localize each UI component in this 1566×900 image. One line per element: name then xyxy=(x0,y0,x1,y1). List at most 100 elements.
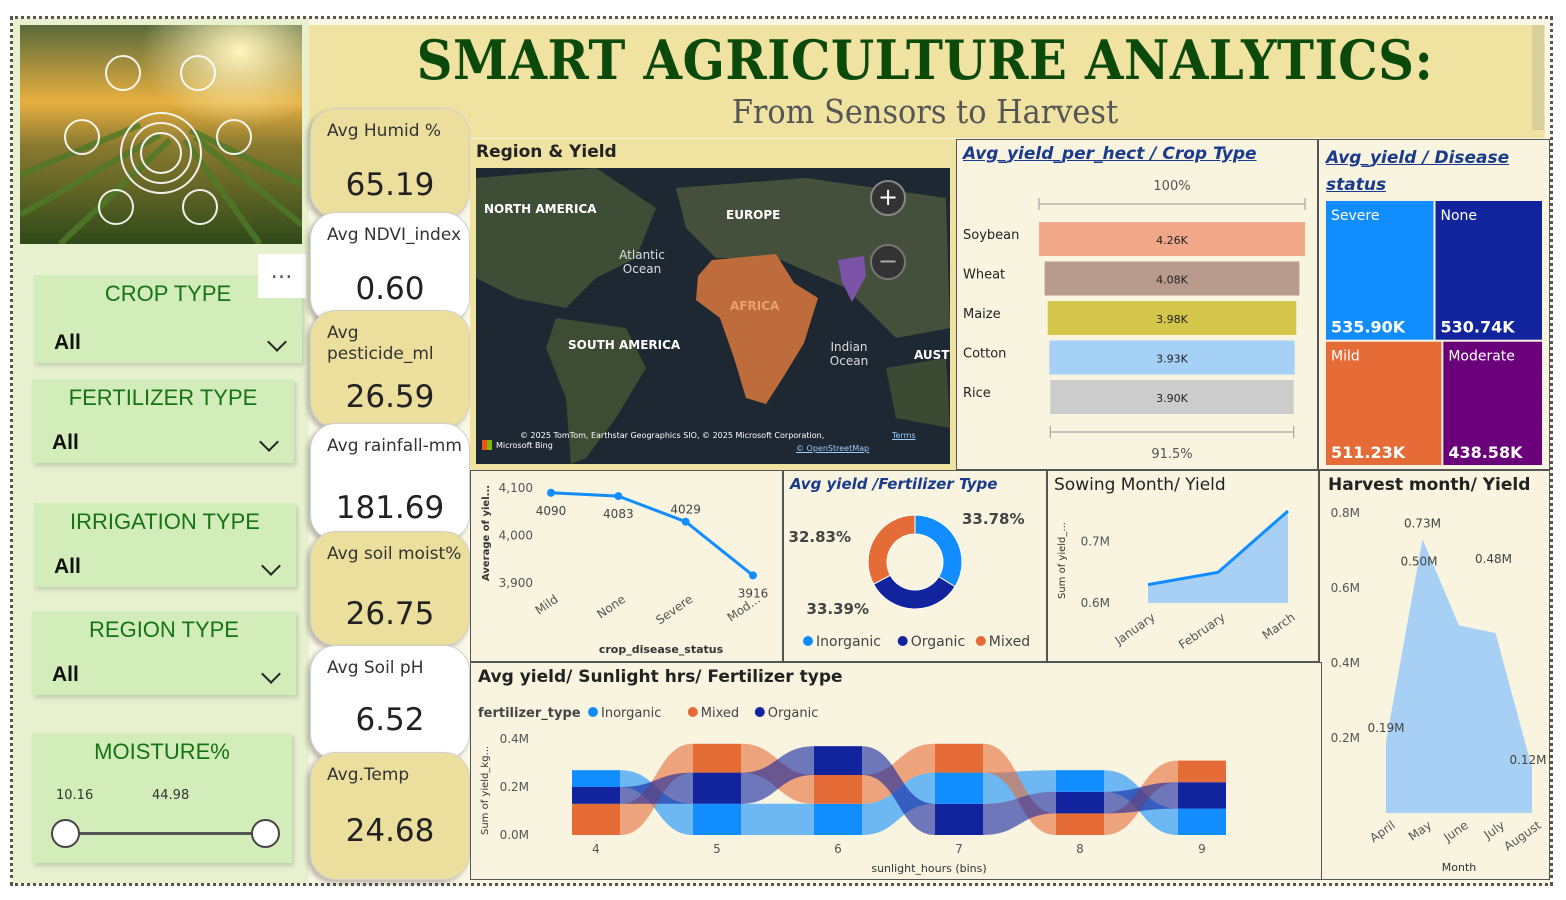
range-handle-min[interactable] xyxy=(51,819,80,848)
ribbon-segment xyxy=(814,803,862,835)
slice-label: 33.78% xyxy=(962,510,1024,528)
range-min-value[interactable]: 10.16 xyxy=(56,788,94,803)
chevron-down-icon[interactable] xyxy=(261,556,281,576)
data-label: 4029 xyxy=(670,503,701,517)
y-tick-label: 0.2M xyxy=(500,780,529,794)
slicer-crop-type[interactable]: CROP TYPE All xyxy=(34,275,302,363)
data-point xyxy=(547,488,555,497)
map-label: Atlantic Ocean xyxy=(619,248,665,276)
x-tick-label: 7 xyxy=(955,842,963,856)
ribbon-band xyxy=(983,791,1056,835)
x-tick-label: July xyxy=(1481,818,1508,842)
india-region xyxy=(838,256,866,302)
legend-marker xyxy=(687,707,698,717)
africa-region xyxy=(696,254,818,404)
x-tick-label: None xyxy=(594,592,628,621)
category-label: Wheat xyxy=(963,268,1005,283)
slicer-irrigation-type[interactable]: IRRIGATION TYPE All xyxy=(34,503,296,587)
scrollbar[interactable] xyxy=(1532,25,1544,130)
y-tick-label: 0.6M xyxy=(1081,596,1110,610)
zoom-in-button[interactable]: + xyxy=(870,180,906,216)
x-tick-label: 4 xyxy=(592,842,600,856)
data-point xyxy=(681,517,690,526)
y-tick-label: 4,000 xyxy=(499,529,533,543)
data-label: 0.12M xyxy=(1509,753,1546,767)
kpi-value: 24.68 xyxy=(345,813,435,849)
map-osm-link[interactable]: © OpenStreetMap xyxy=(796,444,870,453)
sunlight-card: Avg yield/ Sunlight hrs/ Fertilizer type… xyxy=(470,662,1322,880)
x-tick-label: June xyxy=(1440,818,1470,845)
y-tick-label: 0.4M xyxy=(500,732,529,746)
crop-yield-card: Avg_yield_per_hect / Crop Type 100% Soybe… xyxy=(956,139,1318,470)
kpi-label: Avg.Temp xyxy=(327,765,410,785)
chevron-down-icon[interactable] xyxy=(267,332,287,352)
ribbon-segment xyxy=(693,803,741,835)
y-tick-label: 0.8M xyxy=(1331,506,1360,520)
ribbon-segment xyxy=(693,772,741,804)
ribbon-segment xyxy=(1056,770,1104,792)
disease-yield-card: Avg_yield / Disease status Severe 535.90K… xyxy=(1318,139,1550,470)
x-tick-label: 5 xyxy=(713,842,721,856)
ribbon-segment xyxy=(572,803,620,835)
page-title: SMART AGRICULTURE ANALYTICS: xyxy=(416,28,1434,92)
bar xyxy=(1044,261,1300,296)
y-tick-label: 4,100 xyxy=(499,481,533,495)
treemap-value-label: 530.74K xyxy=(1441,318,1516,337)
bar xyxy=(1047,301,1297,335)
y-tick-label: 0.6M xyxy=(1331,581,1360,595)
page-subtitle: From Sensors to Harvest xyxy=(731,92,1119,131)
kpi-value: 26.75 xyxy=(345,596,435,632)
data-label: 0.50M xyxy=(1400,555,1437,569)
kpi-temperature: Avg.Temp 24.68 xyxy=(310,752,470,880)
legend-label: Inorganic xyxy=(601,706,661,721)
slicer-fertilizer-type[interactable]: FERTILIZER TYPE All xyxy=(32,379,294,463)
more-options-button[interactable]: … xyxy=(258,254,306,298)
map-label: AFRICA xyxy=(730,299,780,313)
data-label: 4.08K xyxy=(1156,274,1188,287)
x-tick-label: March xyxy=(1260,610,1298,642)
data-label: 0.48M xyxy=(1475,552,1512,566)
data-label: 4090 xyxy=(536,504,567,518)
chevron-down-icon[interactable] xyxy=(261,664,281,684)
legend-marker xyxy=(588,707,598,717)
legend-title: fertilizer_type xyxy=(478,706,581,721)
slicer-label: REGION TYPE xyxy=(89,617,239,642)
data-point xyxy=(614,492,623,501)
data-label: 0.73M xyxy=(1404,516,1441,530)
range-max-value[interactable]: 44.98 xyxy=(152,788,190,803)
ribbon-segment xyxy=(935,743,983,773)
map-viewport[interactable]: NORTH AMERICA EUROPE Atlantic Ocean AFRI… xyxy=(476,168,950,464)
kpi-value: 6.52 xyxy=(355,702,425,738)
treemap-category-label: Moderate xyxy=(1448,349,1515,365)
y-tick-label: 0.0M xyxy=(500,828,529,842)
kpi-pesticide: Avg pesticide_ml 26.59 xyxy=(310,310,470,428)
legend-marker xyxy=(975,636,986,646)
data-label: 3916 xyxy=(738,586,769,600)
ribbon-segment xyxy=(1178,760,1226,783)
kpi-value: 65.19 xyxy=(345,167,435,203)
ribbon-band xyxy=(741,803,814,835)
harvest-area-chart: 0.8M 0.6M 0.4M 0.2M 0.19M April 0.73M May 0.50M J… xyxy=(1331,506,1547,874)
slicer-label: MOISTURE% xyxy=(94,739,230,764)
series-line xyxy=(550,491,754,577)
sunlight-ribbon-chart: fertilizer_type Inorganic Mixed Organic 0.4M… xyxy=(478,706,1226,875)
treemap-category-label: None xyxy=(1441,208,1478,224)
y-axis-label: Sum of yield_kg... xyxy=(480,746,491,835)
x-tick-label: February xyxy=(1176,610,1228,652)
map-terms-link[interactable]: Terms xyxy=(892,431,916,440)
treemap-tile xyxy=(1326,341,1442,465)
x-tick-label: August xyxy=(1501,818,1544,854)
data-label: 0.19M xyxy=(1367,721,1404,735)
chevron-down-icon[interactable] xyxy=(259,432,279,452)
series-area xyxy=(1148,511,1288,603)
ribbon-segment xyxy=(935,803,983,835)
legend-label: Mixed xyxy=(701,706,739,721)
treemap-tile xyxy=(1443,341,1542,465)
disease-line-card: 4,100 4,000 3,900 Average of yiel... 4090 Mil… xyxy=(470,470,783,662)
kpi-label: Avg rainfall-mm xyxy=(327,436,462,456)
range-handle-max[interactable] xyxy=(251,819,280,848)
ribbon-segment xyxy=(693,743,741,773)
map-label: NORTH AMERICA xyxy=(484,202,597,216)
slicer-region-type[interactable]: REGION TYPE All xyxy=(32,611,296,695)
zoom-out-button[interactable]: − xyxy=(870,244,906,280)
